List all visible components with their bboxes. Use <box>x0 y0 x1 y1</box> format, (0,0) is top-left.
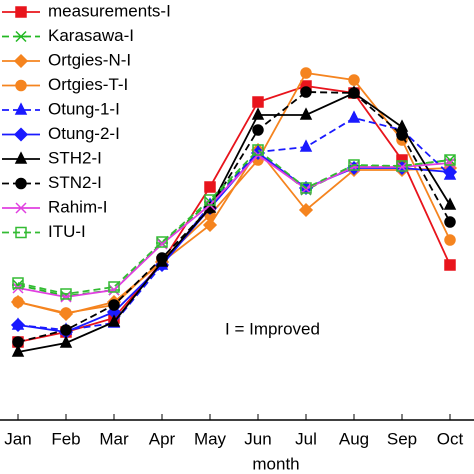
legend-label: STN2-I <box>48 173 102 192</box>
legend-label: Otung-1-I <box>48 99 120 118</box>
legend-label: Rahim-I <box>48 197 108 216</box>
series-line <box>17 85 451 343</box>
data-point <box>300 86 312 98</box>
data-point <box>347 110 361 123</box>
data-point <box>300 67 312 79</box>
data-point <box>300 182 312 194</box>
legend-label: Ortgies-N-I <box>48 50 131 69</box>
x-tick-label: May <box>194 429 227 448</box>
legend-label: Karasawa-I <box>48 26 134 45</box>
legend-bg <box>0 99 150 121</box>
x-tick-label: Oct <box>437 429 464 448</box>
data-point <box>252 144 264 156</box>
data-point <box>108 299 120 311</box>
legend-marker <box>15 79 27 92</box>
series-line <box>17 117 451 331</box>
data-point <box>204 181 216 193</box>
legend-marker <box>13 127 29 142</box>
x-tick-label: Jul <box>295 429 317 448</box>
legend-marker <box>14 102 28 115</box>
legend-bg <box>0 197 150 219</box>
data-point <box>60 288 72 300</box>
series-line <box>17 153 451 298</box>
data-point <box>444 234 456 246</box>
data-point <box>107 314 121 327</box>
data-point <box>204 194 216 206</box>
x-tick-label: Mar <box>99 429 129 448</box>
data-point <box>202 217 218 233</box>
x-tick-label: Jun <box>244 429 271 448</box>
data-point <box>396 160 408 172</box>
legend-bg <box>0 221 150 244</box>
legend-marker <box>15 6 27 18</box>
legend-marker <box>15 177 27 190</box>
legend-label: STH2-I <box>48 148 102 167</box>
data-point <box>12 277 24 289</box>
data-point <box>11 344 25 357</box>
legend-marker <box>13 53 29 69</box>
x-tick-label: Apr <box>149 429 176 448</box>
data-point <box>442 164 458 180</box>
data-point <box>251 107 265 120</box>
data-point <box>156 236 168 248</box>
legend-bg <box>0 1 150 23</box>
data-point <box>299 139 313 152</box>
data-point <box>12 296 24 308</box>
data-point <box>299 107 313 120</box>
legend-label: measurements-I <box>48 1 171 20</box>
data-point <box>444 154 456 166</box>
data-point <box>60 307 72 319</box>
legend-bg <box>0 74 150 97</box>
data-point <box>444 216 456 228</box>
legend-bg <box>0 148 150 170</box>
series-line <box>17 148 451 295</box>
data-point <box>156 252 168 264</box>
x-axis-label: month <box>252 454 299 473</box>
legend-marker <box>14 151 28 164</box>
legend-bg <box>0 50 150 72</box>
data-point <box>444 259 456 271</box>
data-point <box>60 324 72 336</box>
data-point <box>443 197 457 210</box>
x-tick-label: Jan <box>4 429 31 448</box>
data-point <box>10 317 26 333</box>
annotation: I = Improved <box>225 319 320 338</box>
data-point <box>298 202 314 218</box>
data-point <box>348 87 360 99</box>
legend-marker <box>15 202 27 214</box>
data-point <box>396 129 408 141</box>
legend-bg <box>0 172 150 195</box>
legend-label: ITU-I <box>48 222 86 241</box>
x-tick-label: Sep <box>387 429 417 448</box>
legend-label: Otung-2-I <box>48 124 120 143</box>
x-tick-label: Feb <box>51 429 80 448</box>
legend-label: Ortgies-T-I <box>48 75 128 94</box>
legend-marker <box>15 226 27 239</box>
legend-bg <box>0 123 150 146</box>
data-point <box>252 96 264 108</box>
data-point <box>348 159 360 171</box>
data-point <box>12 336 24 348</box>
series-line <box>17 91 451 353</box>
data-point <box>59 335 73 348</box>
legend-bg <box>0 25 150 48</box>
data-point <box>108 281 120 293</box>
data-point <box>348 74 360 86</box>
data-point <box>252 124 264 136</box>
data-point <box>444 157 456 169</box>
legend-marker <box>15 30 27 43</box>
x-tick-label: Aug <box>339 429 369 448</box>
